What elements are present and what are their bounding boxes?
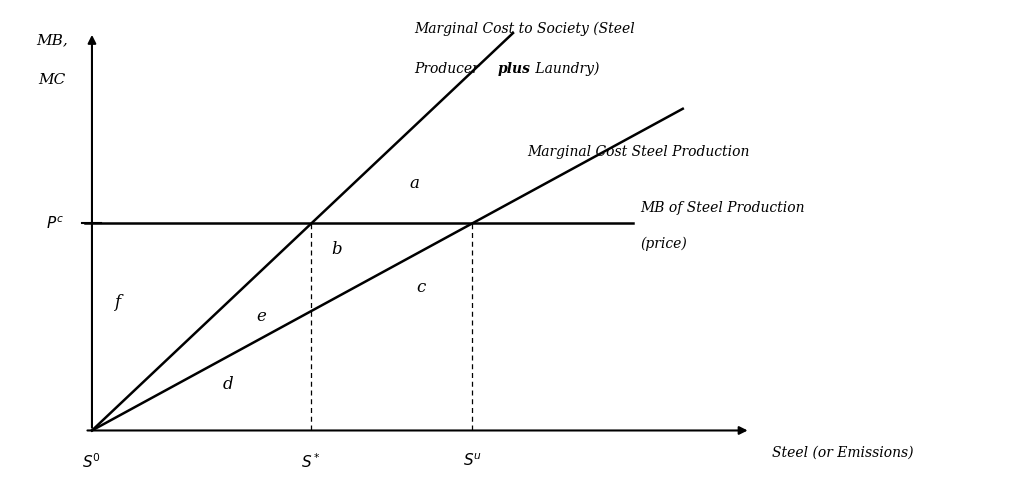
Text: $S^0$: $S^0$	[82, 452, 102, 471]
Text: MB,: MB,	[36, 33, 67, 47]
Text: MB of Steel Production: MB of Steel Production	[640, 201, 805, 216]
Text: c: c	[416, 279, 426, 296]
Text: (price): (price)	[640, 237, 687, 251]
Text: Laundry): Laundry)	[531, 61, 600, 76]
Text: MC: MC	[38, 73, 65, 87]
Text: $S^u$: $S^u$	[463, 452, 482, 469]
Text: Producer: Producer	[414, 62, 483, 76]
Text: $S^*$: $S^*$	[301, 452, 322, 471]
Text: $P^c$: $P^c$	[46, 215, 64, 232]
Text: Marginal Cost Steel Production: Marginal Cost Steel Production	[527, 145, 749, 159]
Text: plus: plus	[498, 62, 531, 76]
Text: e: e	[257, 308, 267, 325]
Text: Steel (or Emissions): Steel (or Emissions)	[773, 445, 914, 459]
Text: a: a	[409, 175, 418, 192]
Text: b: b	[332, 240, 342, 258]
Text: d: d	[223, 376, 233, 393]
Text: f: f	[114, 294, 120, 310]
Text: Marginal Cost to Society (Steel: Marginal Cost to Society (Steel	[414, 22, 634, 36]
